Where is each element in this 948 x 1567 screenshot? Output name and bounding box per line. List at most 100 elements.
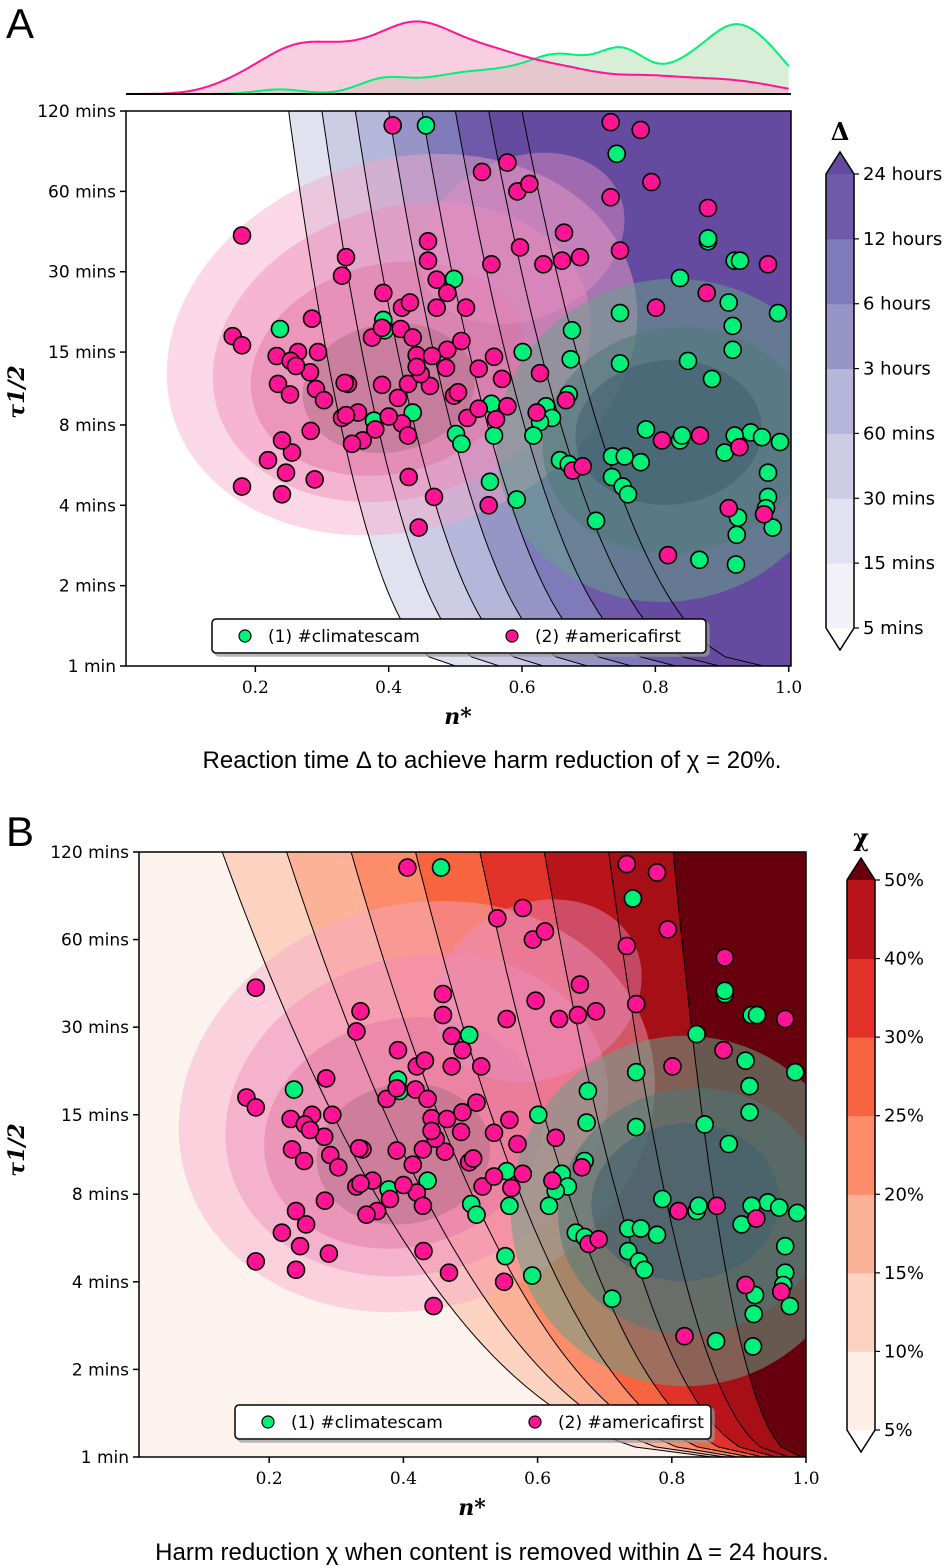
colorbar-tick-label: 25% bbox=[884, 1106, 924, 1127]
y-tick-label: 30 mins bbox=[61, 1018, 129, 1038]
point-americafirst bbox=[347, 1022, 366, 1041]
point-climatescam bbox=[539, 1196, 559, 1216]
y-tick-label: 2 mins bbox=[59, 577, 116, 597]
colorbar-tick-label: 5 mins bbox=[863, 618, 924, 639]
point-americafirst bbox=[570, 975, 590, 994]
point-climatescam bbox=[626, 1062, 646, 1082]
point-americafirst bbox=[398, 858, 417, 877]
point-climatescam bbox=[610, 303, 630, 323]
point-americafirst bbox=[394, 1175, 413, 1195]
x-tick-label: 0.6 bbox=[508, 678, 535, 698]
point-climatescam bbox=[618, 484, 638, 504]
point-americafirst bbox=[415, 1051, 435, 1070]
colorbar-band bbox=[826, 563, 854, 629]
point-americafirst bbox=[258, 450, 278, 470]
legend-box bbox=[211, 618, 707, 654]
point-americafirst bbox=[388, 388, 408, 408]
point-climatescam bbox=[577, 1113, 596, 1132]
colorbar-tick-label: 30 mins bbox=[863, 488, 935, 509]
point-americafirst bbox=[305, 470, 325, 489]
point-climatescam bbox=[631, 1219, 651, 1238]
point-climatescam bbox=[769, 1198, 789, 1217]
point-americafirst bbox=[448, 382, 468, 402]
point-americafirst bbox=[534, 254, 553, 274]
point-americafirst bbox=[642, 172, 661, 192]
y-tick-label: 120 mins bbox=[50, 843, 129, 863]
density-line-americafirst bbox=[126, 20, 789, 95]
point-americafirst bbox=[469, 359, 489, 379]
y-axis-a: 1 min 2 mins 4 mins 8 mins 15 mins 30 mins 60 … bbox=[37, 102, 126, 677]
point-americafirst bbox=[414, 1241, 433, 1261]
point-climatescam bbox=[687, 1024, 706, 1044]
point-americafirst bbox=[387, 1079, 407, 1098]
point-americafirst bbox=[715, 948, 735, 967]
point-americafirst bbox=[282, 443, 302, 462]
point-americafirst bbox=[286, 356, 306, 376]
x-tick-label: 0.2 bbox=[256, 1469, 283, 1489]
point-americafirst bbox=[418, 251, 438, 271]
point-americafirst bbox=[586, 1001, 606, 1021]
legend-b: (1) #climatescam (2) #americafirst bbox=[234, 1404, 712, 1440]
point-climatescam bbox=[522, 1266, 542, 1285]
point-americafirst bbox=[714, 1040, 733, 1060]
point-americafirst bbox=[336, 247, 356, 267]
point-climatescam bbox=[610, 354, 630, 373]
caption-a: Reaction time Δ to achieve harm reductio… bbox=[203, 747, 782, 774]
point-americafirst bbox=[746, 1209, 766, 1228]
point-americafirst bbox=[675, 1326, 694, 1346]
point-climatescam bbox=[647, 1225, 667, 1245]
point-americafirst bbox=[280, 385, 300, 404]
x-tick-label: 1.0 bbox=[792, 1469, 819, 1489]
point-climatescam bbox=[719, 1134, 739, 1154]
point-climatescam bbox=[706, 1331, 726, 1351]
point-americafirst bbox=[719, 498, 739, 518]
point-americafirst bbox=[328, 1158, 348, 1177]
point-climatescam bbox=[678, 351, 698, 371]
point-americafirst bbox=[500, 1110, 519, 1130]
point-climatescam bbox=[758, 463, 778, 483]
contour-line bbox=[288, 111, 456, 666]
point-climatescam bbox=[695, 1115, 715, 1134]
point-climatescam bbox=[736, 1051, 755, 1070]
point-americafirst bbox=[409, 518, 429, 537]
point-climatescam bbox=[607, 144, 627, 164]
point-americafirst bbox=[527, 403, 547, 422]
point-americafirst bbox=[453, 1040, 472, 1060]
point-americafirst bbox=[526, 991, 545, 1011]
point-climatescam bbox=[507, 490, 527, 509]
point-climatescam bbox=[788, 1203, 806, 1223]
point-americafirst bbox=[351, 1001, 370, 1021]
point-americafirst bbox=[471, 1057, 491, 1076]
point-americafirst bbox=[658, 545, 678, 565]
point-americafirst bbox=[296, 1215, 316, 1234]
point-americafirst bbox=[617, 936, 637, 956]
point-americafirst bbox=[379, 407, 399, 426]
point-americafirst bbox=[424, 1296, 443, 1316]
point-americafirst bbox=[294, 1151, 314, 1171]
y-tick-label: 1 min bbox=[81, 1448, 129, 1468]
point-americafirst bbox=[758, 254, 778, 274]
point-americafirst bbox=[372, 318, 392, 338]
panel-label-a: A bbox=[6, 0, 34, 47]
point-americafirst bbox=[494, 1272, 514, 1292]
colorbar-tick-label: 10% bbox=[884, 1341, 924, 1362]
point-americafirst bbox=[502, 1178, 521, 1198]
point-americafirst bbox=[380, 1189, 400, 1209]
point-climatescam bbox=[524, 426, 543, 445]
point-americafirst bbox=[246, 978, 266, 998]
point-americafirst bbox=[290, 1236, 310, 1256]
point-climatescam bbox=[775, 1236, 795, 1256]
legend-label-americafirst: (2) #americafirst bbox=[558, 1413, 704, 1433]
point-climatescam bbox=[723, 340, 743, 360]
colorbar-tick-label: 30% bbox=[884, 1027, 924, 1048]
point-americafirst bbox=[479, 495, 499, 515]
x-tick-label: 0.6 bbox=[524, 1469, 551, 1489]
point-climatescam bbox=[752, 427, 772, 447]
point-americafirst bbox=[707, 1196, 727, 1216]
point-americafirst bbox=[335, 373, 355, 393]
point-americafirst bbox=[246, 1098, 266, 1117]
y-tick-label: 60 mins bbox=[61, 931, 129, 951]
point-americafirst bbox=[336, 405, 356, 425]
point-climatescam bbox=[715, 981, 735, 1001]
point-americafirst bbox=[658, 920, 678, 939]
